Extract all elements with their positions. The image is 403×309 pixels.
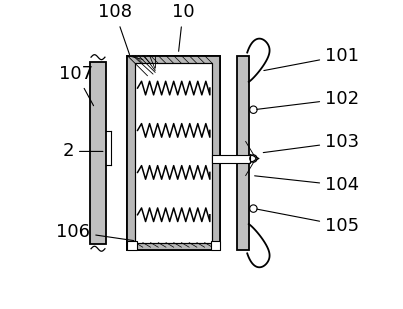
Bar	[127, 56, 135, 250]
Text: 105: 105	[257, 209, 359, 235]
Text: 103: 103	[263, 133, 359, 153]
Bar	[90, 62, 106, 244]
Text: 108: 108	[98, 3, 132, 55]
Bar	[135, 243, 212, 250]
Bar	[127, 56, 220, 250]
Text: 107: 107	[59, 65, 93, 106]
Text: 102: 102	[257, 90, 359, 109]
Text: 104: 104	[255, 176, 359, 194]
Bar	[127, 241, 137, 250]
Text: 10: 10	[172, 3, 194, 51]
Bar	[212, 154, 250, 163]
Text: 106: 106	[56, 223, 134, 241]
Bar	[135, 63, 212, 243]
Bar	[237, 56, 249, 250]
Bar	[135, 63, 212, 243]
Text: 2: 2	[62, 142, 103, 160]
Bar	[127, 56, 220, 250]
Polygon shape	[127, 56, 147, 75]
Text: 101: 101	[264, 47, 359, 70]
Bar	[135, 56, 212, 63]
Bar	[212, 56, 220, 250]
Bar	[211, 241, 220, 250]
